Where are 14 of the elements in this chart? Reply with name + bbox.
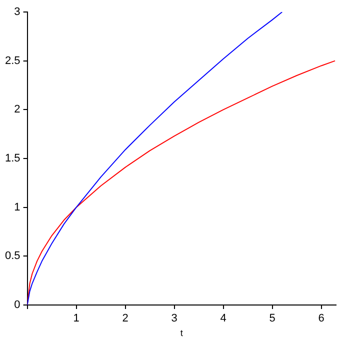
y-tick-label: 1 <box>14 201 20 214</box>
y-tick-label: 1.5 <box>4 152 20 165</box>
y-tick-label: 2 <box>14 104 20 116</box>
x-tick-label: 6 <box>318 312 324 325</box>
y-tick-label: 2.5 <box>4 54 20 67</box>
x-tick-label: 1 <box>73 312 80 325</box>
x-tick-label: 4 <box>220 312 226 325</box>
y-tick-label: 3 <box>14 6 20 18</box>
x-tick-label: 2 <box>122 312 128 325</box>
y-tick-label: 0.5 <box>4 250 20 262</box>
y-tick-label: 0 <box>14 299 20 312</box>
x-tick-label: 3 <box>171 312 178 325</box>
x-axis-title: t <box>180 328 184 338</box>
x-tick-label: 5 <box>269 312 276 325</box>
